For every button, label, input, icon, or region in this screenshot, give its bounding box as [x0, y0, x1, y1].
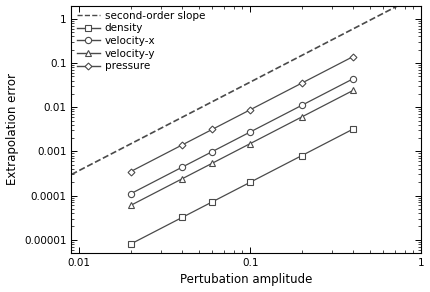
density: [128, 242, 133, 246]
pressure: [210, 128, 215, 131]
Legend: second-order slope, density, velocity-x, velocity-y, pressure: second-order slope, density, velocity-x,…: [74, 9, 207, 73]
velocity-y: [128, 204, 133, 207]
velocity-y: [350, 89, 356, 92]
X-axis label: Pertubation amplitude: Pertubation amplitude: [180, 273, 313, 286]
velocity-x: [350, 77, 356, 81]
pressure: [180, 143, 185, 147]
Line: density: density: [128, 126, 356, 247]
Y-axis label: Extrapolation error: Extrapolation error: [6, 73, 18, 185]
pressure: [128, 170, 133, 173]
velocity-x: [299, 104, 304, 107]
velocity-x: [210, 150, 215, 153]
density: [210, 200, 215, 204]
Line: velocity-y: velocity-y: [128, 87, 356, 208]
velocity-x: [128, 192, 133, 195]
pressure: [248, 108, 253, 112]
density: [248, 180, 253, 184]
Line: velocity-x: velocity-x: [128, 76, 356, 197]
velocity-y: [180, 177, 185, 180]
density: [299, 154, 304, 157]
velocity-y: [248, 142, 253, 145]
velocity-y: [210, 161, 215, 165]
velocity-x: [248, 130, 253, 134]
velocity-y: [299, 115, 304, 119]
pressure: [299, 81, 304, 85]
pressure: [350, 55, 356, 58]
density: [180, 216, 185, 219]
velocity-x: [180, 165, 185, 169]
density: [350, 127, 356, 131]
Line: pressure: pressure: [128, 54, 356, 174]
